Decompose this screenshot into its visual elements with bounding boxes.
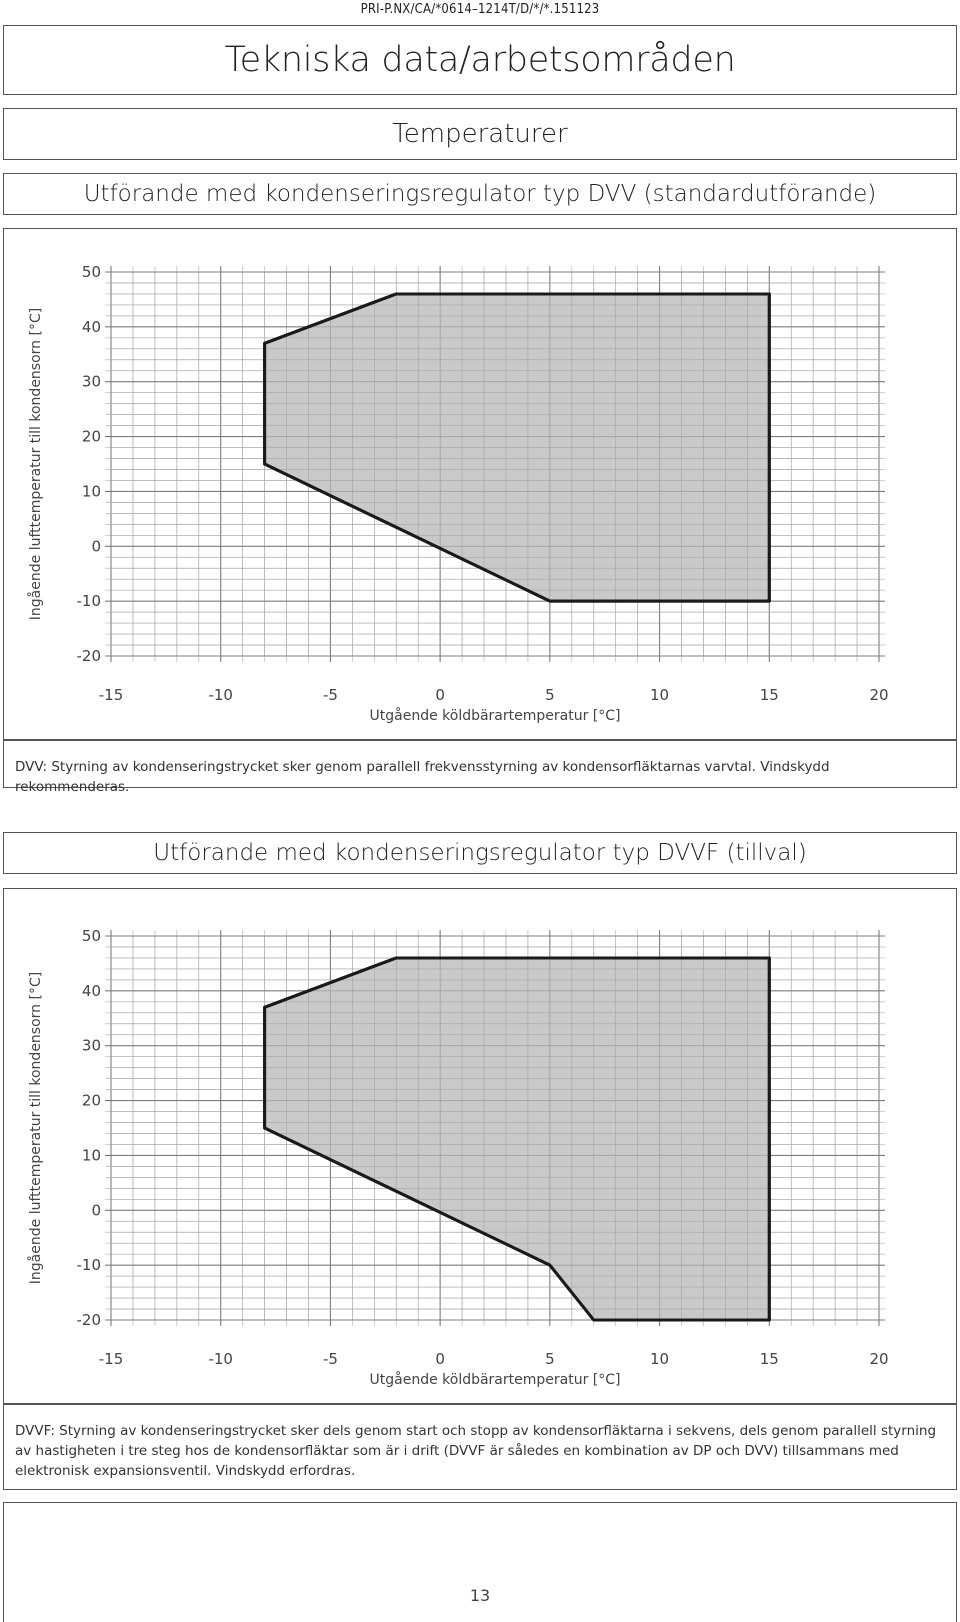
x-tick-label: 10 bbox=[650, 686, 669, 704]
x-tick-label: 20 bbox=[869, 1350, 888, 1368]
grid-overlay bbox=[110, 935, 880, 1321]
page-number: 13 bbox=[469, 1586, 491, 1605]
y-tick-label: 10 bbox=[82, 1146, 101, 1164]
x-tick-label: 5 bbox=[545, 1350, 555, 1368]
chart2-subheading: Utförande med kondenseringsregulator typ… bbox=[3, 832, 957, 874]
x-tick-label: -5 bbox=[323, 686, 338, 704]
x-tick-label: 15 bbox=[760, 686, 779, 704]
y-axis-label: Ingående lufttemperatur till kondensorn … bbox=[27, 308, 44, 620]
chart1-frame: -15 -10 -5 0 5 10 15 20 50 40 30 20 10 0 -10 -20 Utgåend… bbox=[3, 228, 957, 740]
operating-area-outline bbox=[263, 292, 771, 603]
y-tick-label: 20 bbox=[82, 428, 101, 446]
operating-area-outline bbox=[263, 956, 771, 1322]
x-axis-label: Utgående köldbärartemperatur [°C] bbox=[370, 707, 621, 724]
y-tick-label: 50 bbox=[82, 927, 101, 945]
y-tick-label: 20 bbox=[82, 1092, 101, 1110]
y-tick-label: 40 bbox=[82, 318, 101, 336]
document-code: PRI-P.NX/CA/*0614–1214T/D/*/*.151123 bbox=[360, 2, 600, 17]
chart2-frame: -15 -10 -5 0 5 10 15 20 50 40 30 20 10 0 -10 -20 Utgåend… bbox=[3, 888, 957, 1404]
footer-box bbox=[3, 1502, 957, 1622]
x-tick-label: -15 bbox=[99, 1350, 124, 1368]
section-heading: Temperaturer bbox=[3, 108, 957, 160]
chart1: -15 -10 -5 0 5 10 15 20 50 40 30 20 10 0 -10 -20 Utgåend… bbox=[27, 263, 889, 724]
y-tick-label: 0 bbox=[91, 537, 101, 555]
y-tick-label: 30 bbox=[82, 373, 101, 391]
x-axis-label: Utgående köldbärartemperatur [°C] bbox=[370, 1371, 621, 1388]
y-tick-label: 0 bbox=[91, 1201, 101, 1219]
y-tick-label: 50 bbox=[82, 263, 101, 281]
y-tick-label: 30 bbox=[82, 1037, 101, 1055]
y-tick-label: -10 bbox=[77, 1256, 102, 1274]
x-tick-label: -15 bbox=[99, 686, 124, 704]
x-tick-label: -10 bbox=[208, 686, 233, 704]
x-tick-label: 20 bbox=[869, 686, 888, 704]
y-tick-label: 40 bbox=[82, 982, 101, 1000]
y-tick-label: -20 bbox=[77, 647, 102, 665]
grid-overlay bbox=[110, 271, 880, 657]
x-tick-label: 15 bbox=[760, 1350, 779, 1368]
x-tick-label: 0 bbox=[435, 686, 445, 704]
chart2: -15 -10 -5 0 5 10 15 20 50 40 30 20 10 0 -10 -20 Utgåend… bbox=[27, 927, 889, 1388]
x-tick-label: -10 bbox=[208, 1350, 233, 1368]
y-tick-label: -20 bbox=[77, 1311, 102, 1329]
page-title: Tekniska data/arbetsområden bbox=[3, 25, 957, 95]
y-axis-label: Ingående lufttemperatur till kondensorn … bbox=[27, 972, 44, 1284]
x-tick-label: -5 bbox=[323, 1350, 338, 1368]
chart2-caption: DVVF: Styrning av kondenseringstrycket s… bbox=[15, 1423, 937, 1479]
chart1-caption-box: DVV: Styrning av kondenseringstrycket sk… bbox=[3, 740, 957, 795]
x-tick-label: 0 bbox=[435, 1350, 445, 1368]
x-tick-label: 10 bbox=[650, 1350, 669, 1368]
chart2-caption-box: DVVF: Styrning av kondenseringstrycket s… bbox=[3, 1404, 957, 1490]
y-tick-label: 10 bbox=[82, 482, 101, 500]
x-tick-label: 5 bbox=[545, 686, 555, 704]
chart1-subheading: Utförande med kondenseringsregulator typ… bbox=[3, 173, 957, 215]
y-tick-label: -10 bbox=[77, 592, 102, 610]
chart1-caption: DVV: Styrning av kondenseringstrycket sk… bbox=[15, 759, 830, 795]
